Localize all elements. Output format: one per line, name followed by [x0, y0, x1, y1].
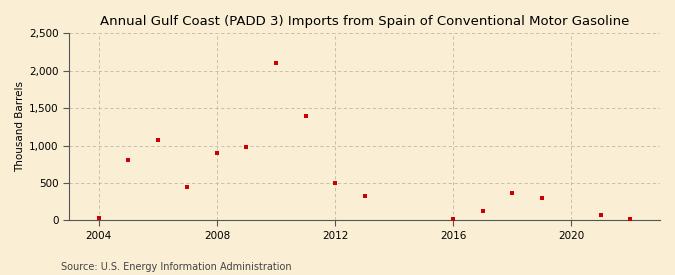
Title: Annual Gulf Coast (PADD 3) Imports from Spain of Conventional Motor Gasoline: Annual Gulf Coast (PADD 3) Imports from … — [100, 15, 629, 28]
Point — [477, 209, 488, 214]
Text: Source: U.S. Energy Information Administration: Source: U.S. Energy Information Administ… — [61, 262, 292, 272]
Point — [211, 151, 222, 155]
Point — [507, 191, 518, 196]
Point — [329, 181, 340, 185]
Point — [241, 145, 252, 150]
Point — [595, 213, 606, 217]
Point — [123, 158, 134, 163]
Point — [153, 138, 163, 142]
Point — [271, 61, 281, 65]
Point — [182, 185, 193, 189]
Point — [537, 196, 547, 200]
Point — [93, 216, 104, 220]
Point — [359, 194, 370, 199]
Point — [448, 217, 458, 221]
Point — [300, 113, 311, 118]
Point — [625, 217, 636, 221]
Y-axis label: Thousand Barrels: Thousand Barrels — [15, 81, 25, 172]
